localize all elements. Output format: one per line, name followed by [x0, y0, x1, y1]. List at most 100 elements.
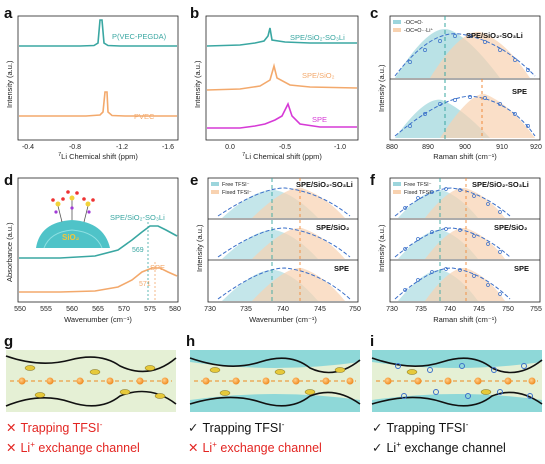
x-tick-d-5: 575: [144, 306, 156, 313]
fit-c-bottom: [394, 95, 536, 137]
caption-g-2: ✕ Li+ exchange channel: [6, 440, 140, 455]
x-tick-a-1: -0.8: [69, 144, 81, 151]
fills-f: [398, 187, 505, 301]
plot-frame-f: [389, 177, 541, 303]
caption-h-1-text: Trapping TFSI: [202, 421, 282, 436]
x-axis-label-e: Wavenumber (cm⁻¹): [249, 315, 317, 324]
legend-e-0: Free TFSI⁻: [222, 182, 250, 188]
tfsi: [304, 389, 316, 395]
chain-bottom-h: [189, 391, 361, 407]
pt-f: [403, 247, 407, 251]
panel-a: a P(VEC-PEGDA) PVEC Intensity (a.u.) -0.…: [4, 5, 179, 161]
tfsi: [209, 367, 221, 373]
pt-f: [416, 237, 420, 241]
atom: [75, 191, 79, 195]
ring: [459, 363, 465, 369]
li-ion: [202, 377, 210, 385]
sublabel-e-2: SPE: [334, 264, 349, 273]
data-points-f: [403, 187, 502, 296]
li-ion: [504, 377, 512, 385]
sulfonate-rings-i: [395, 363, 533, 399]
caption-i-2-sup: +: [396, 440, 401, 449]
pt-f: [458, 228, 462, 232]
panel-b: b SPE/SiO₂-SO₃Li SPE/SiO₂ SPE Intensity …: [190, 5, 359, 161]
ring: [527, 393, 533, 399]
chain-bottom-i: [371, 391, 543, 407]
trace-spe-b: [207, 101, 357, 129]
x-tick-b-2: -1.0: [334, 144, 346, 151]
series-label-b-0: SPE/SiO₂-SO₃Li: [290, 33, 345, 42]
y-axis-label-e: Intensity (a.u.): [195, 224, 204, 272]
sulfonate-chains: [57, 200, 89, 223]
chain-top-g: [5, 355, 177, 373]
pt-c: [423, 48, 427, 52]
x-tick-f-3: 745: [473, 306, 485, 313]
pt-f: [458, 188, 462, 192]
atom: [66, 190, 70, 194]
pt-f: [430, 270, 434, 274]
sulfonate-atoms: [51, 190, 95, 214]
tfsi: [154, 393, 166, 399]
tfsi: [89, 369, 101, 375]
x-tick-b-0: 0.0: [225, 144, 235, 151]
series-label-pvec-pegda: P(VEC-PEGDA): [112, 32, 167, 41]
plot-frame-d: [17, 177, 179, 303]
series-label-d-1: SPE: [150, 263, 165, 272]
li-ion: [444, 377, 452, 385]
panel-f: f Free TFSI⁻ Fixed TFSI⁻ SPE/SiO₂-SO₃Li: [370, 172, 542, 324]
sublabel-e-1: SPE/SiO₂: [316, 223, 349, 232]
fit-e: [217, 227, 351, 258]
li-ions-i: [384, 377, 536, 385]
x-tick-d-2: 560: [66, 306, 78, 313]
x-tick-a-2: -1.2: [116, 144, 128, 151]
cross-icon: ✕: [188, 441, 199, 456]
pt-f: [444, 227, 448, 231]
pt-c: [408, 60, 412, 64]
ring: [497, 389, 503, 395]
series-label-pvec: PVEC: [134, 112, 155, 121]
caption-g-2-a: Li: [20, 441, 31, 456]
pt-c: [513, 58, 517, 62]
caption-i-2-b: exchange channel: [400, 441, 506, 456]
x-tick-c-0: 880: [386, 144, 398, 151]
atom: [69, 195, 75, 201]
fill-c-bottom-orange: [440, 93, 535, 138]
pt-c: [468, 95, 472, 99]
fit-e: [217, 187, 351, 217]
ring: [401, 393, 407, 399]
y-axis-label-b: Intensity (a.u.): [193, 60, 202, 108]
caption-g-1-text: Trapping TFSI: [20, 421, 100, 436]
check-icon: ✓: [372, 441, 383, 456]
trace-pvec-pegda: [19, 19, 177, 47]
panel-label-d: d: [4, 172, 13, 189]
x-axis-label-c: Raman shift (cm⁻¹): [433, 152, 497, 161]
pt-f: [444, 267, 448, 271]
atom: [70, 206, 74, 210]
li-ion: [106, 377, 114, 385]
caption-h-2-sup: +: [212, 440, 217, 449]
chain-bottom-g: [5, 390, 177, 407]
panel-e: e Free TFSI⁻ Fixed TFSI⁻ SPE/SiO₂-SO₃Li …: [190, 172, 361, 324]
li-ion: [346, 377, 354, 385]
legend-f-0: Free TFSI⁻: [404, 182, 432, 188]
pt-c: [453, 98, 457, 102]
x-axis-label-b: 7Li Chemical shift (ppm): [242, 152, 322, 161]
caption-i-1-sup: -: [465, 420, 469, 429]
x-tick-d-1: 555: [40, 306, 52, 313]
ring: [427, 367, 433, 373]
x-tick-f-0: 730: [386, 306, 398, 313]
x-tick-d-3: 565: [92, 306, 104, 313]
sio2-inset: SiO₂: [36, 190, 110, 249]
panel-label-a: a: [4, 5, 13, 22]
cross-icon: ✕: [6, 441, 17, 456]
tfsi-anions-h: [209, 367, 346, 396]
li-ion: [384, 377, 392, 385]
check-icon: ✓: [372, 421, 383, 436]
fits-f: [394, 187, 511, 300]
tfsi: [144, 365, 156, 371]
atom: [82, 197, 86, 201]
x-tick-f-2: 740: [444, 306, 456, 313]
x-ticks-a: -0.4 -0.8 -1.2 -1.6: [22, 144, 174, 151]
pt-f: [498, 210, 502, 214]
